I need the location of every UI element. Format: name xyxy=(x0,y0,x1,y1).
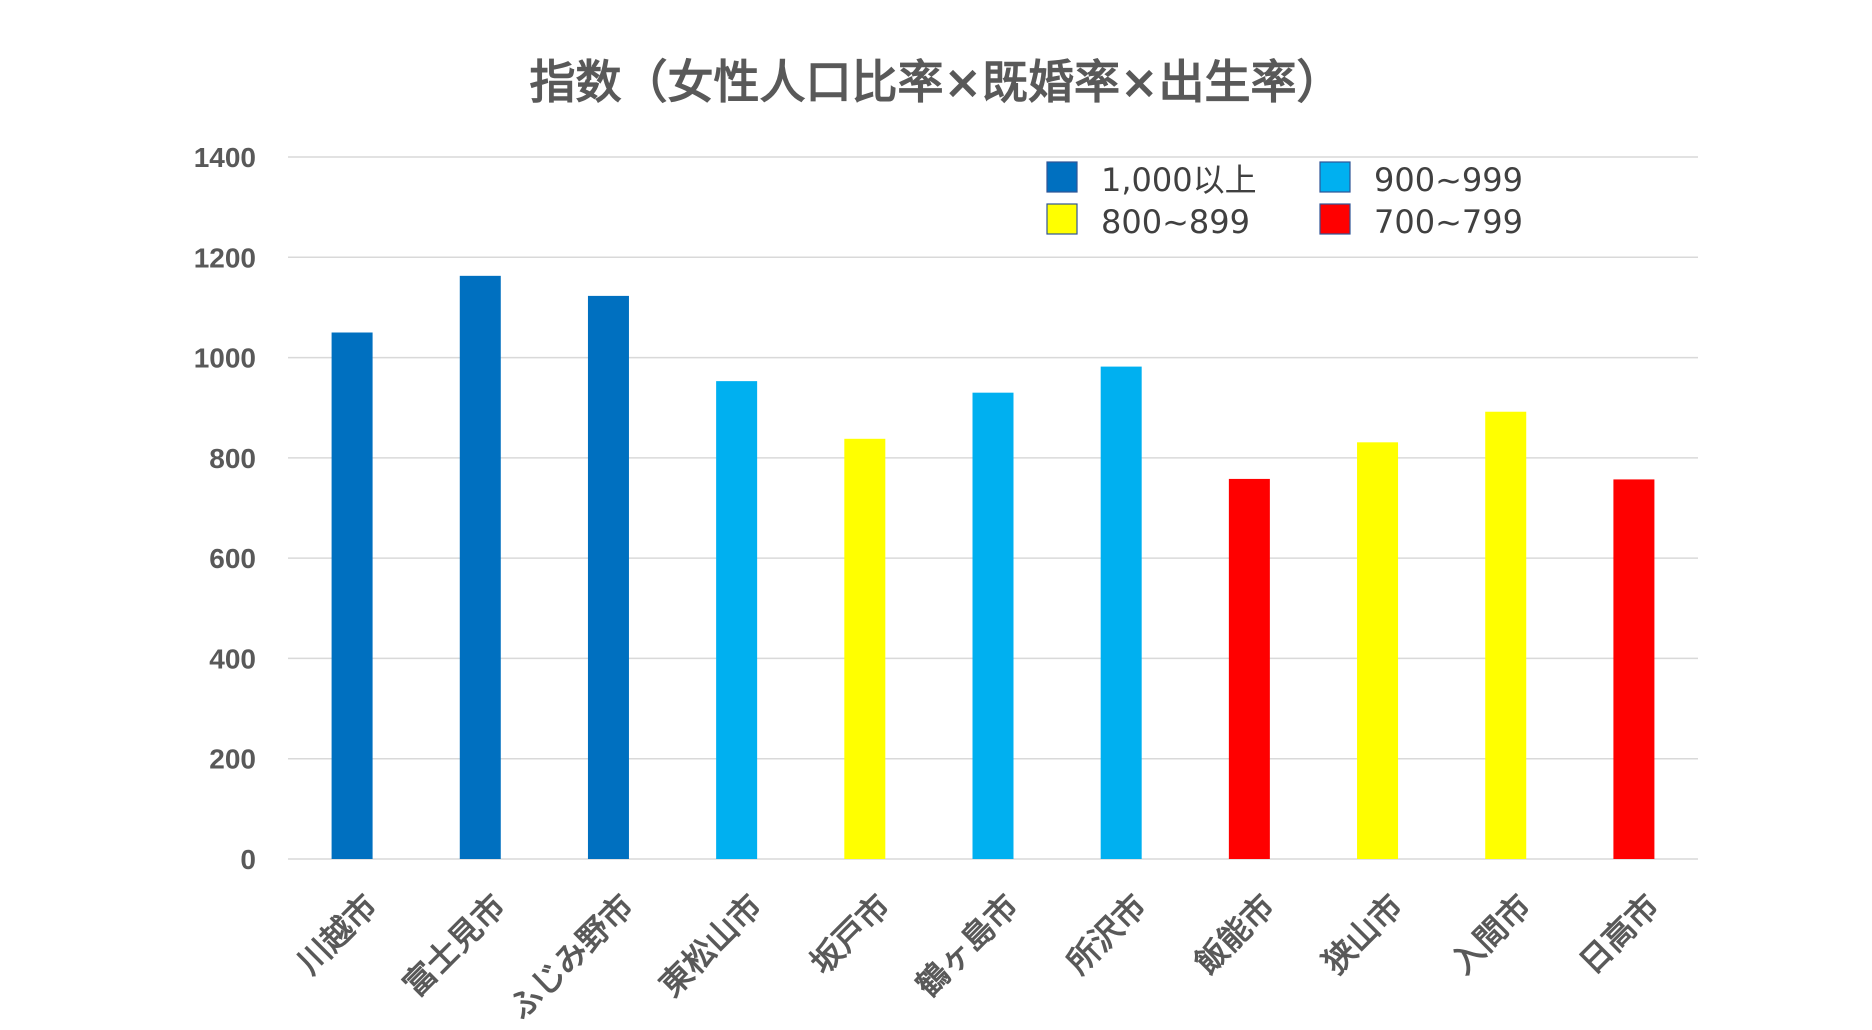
bar xyxy=(716,381,758,859)
legend: 1,000以上 900~999 800~899 700~799 xyxy=(1046,161,1523,241)
bar xyxy=(1357,442,1399,859)
x-tick-label: 川越市 xyxy=(290,887,385,982)
y-tick-label: 0 xyxy=(240,844,256,875)
x-tick-label: 飯能市 xyxy=(1187,887,1282,982)
bar xyxy=(1100,366,1142,859)
x-tick-label: 入間市 xyxy=(1444,887,1539,982)
x-tick-label: ふじみ野市 xyxy=(501,887,641,1027)
bar xyxy=(1613,479,1655,859)
legend-label: 700~799 xyxy=(1374,203,1523,241)
y-tick-label: 600 xyxy=(209,543,256,574)
legend-swatch xyxy=(1046,161,1078,193)
legend-swatch xyxy=(1046,203,1078,235)
bar xyxy=(972,392,1014,859)
bar xyxy=(844,438,886,859)
x-tick-label: 東松山市 xyxy=(652,887,769,1004)
x-tick-label: 所沢市 xyxy=(1059,887,1154,982)
bar xyxy=(587,295,629,859)
y-tick-label: 800 xyxy=(209,443,256,474)
legend-swatch xyxy=(1319,161,1351,193)
chart-title: 指数（女性人口比率×既婚率×出生率） xyxy=(529,55,1342,109)
legend-label: 900~999 xyxy=(1374,161,1523,199)
bars xyxy=(331,275,1655,859)
legend-label: 1,000以上 xyxy=(1101,161,1257,199)
x-tick-label: 富士見市 xyxy=(396,887,513,1004)
bar xyxy=(1228,478,1270,859)
x-tick-label: 鶴ヶ島市 xyxy=(908,887,1025,1004)
x-tick-label: 狭山市 xyxy=(1315,887,1410,982)
y-tick-label: 1400 xyxy=(194,142,256,173)
y-tick-label: 400 xyxy=(209,643,256,674)
y-tick-label: 1000 xyxy=(194,343,256,374)
legend-label: 800~899 xyxy=(1101,203,1250,241)
bar xyxy=(331,332,373,859)
y-tick-label: 200 xyxy=(209,744,256,775)
x-tick-label: 坂戸市 xyxy=(803,887,898,982)
legend-swatch xyxy=(1319,203,1351,235)
x-tick-label: 日高市 xyxy=(1572,887,1667,982)
y-tick-label: 1200 xyxy=(194,242,256,273)
bar xyxy=(459,275,501,859)
bar xyxy=(1485,411,1527,859)
y-axis-ticks: 0 200 400 600 800 1000 1200 1400 xyxy=(194,142,256,875)
